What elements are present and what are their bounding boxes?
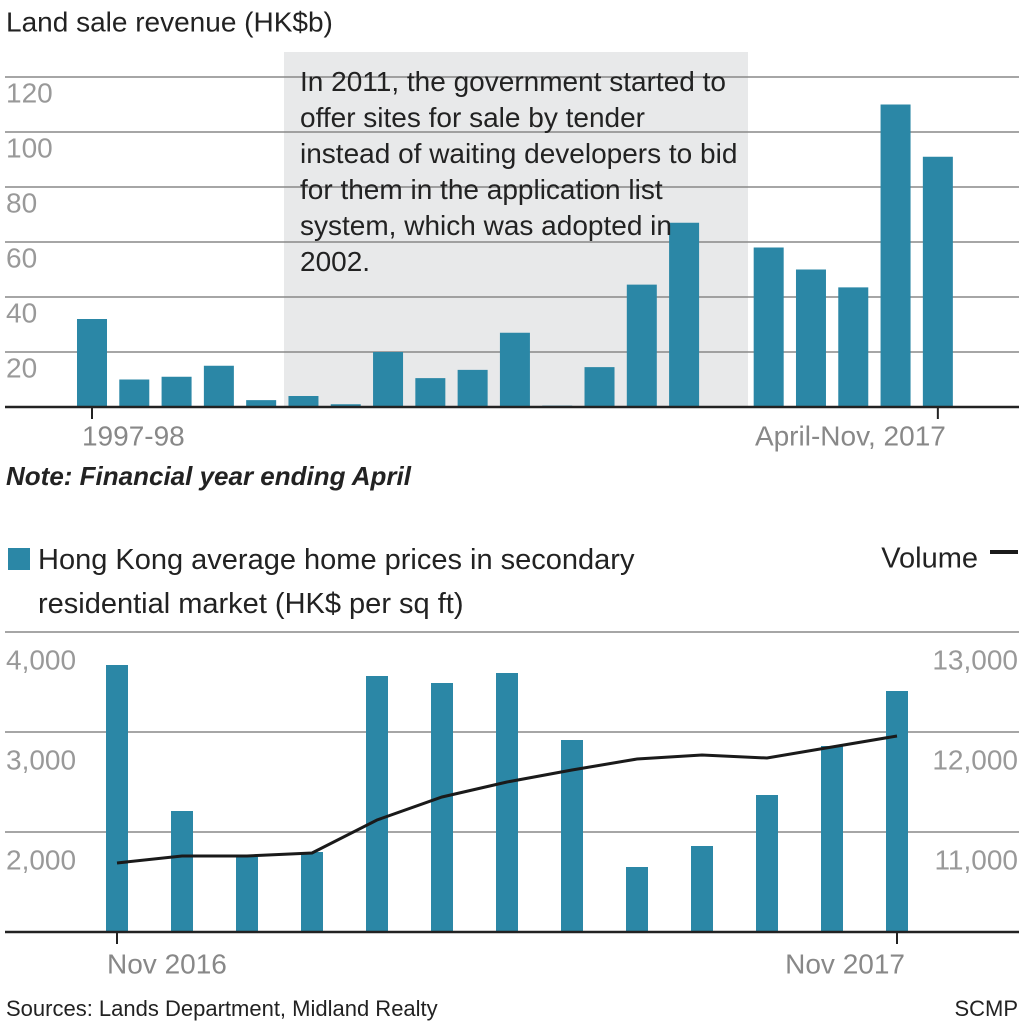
bar — [756, 795, 778, 932]
line — [116, 734, 898, 865]
bar — [496, 673, 518, 932]
bar — [499, 332, 530, 407]
bar — [922, 156, 953, 407]
bar — [691, 846, 713, 932]
bar — [373, 352, 404, 407]
bar — [288, 396, 319, 407]
y-tick-label: 60 — [6, 242, 37, 273]
credit: SCMP — [954, 996, 1018, 1021]
bar — [246, 400, 277, 407]
bar — [330, 404, 361, 407]
chart-title: Land sale revenue (HK$b) — [6, 6, 333, 37]
bar — [366, 676, 388, 932]
y-tick-label: 100 — [6, 132, 53, 163]
bar — [821, 746, 843, 932]
bar — [880, 104, 911, 407]
bar — [415, 378, 446, 407]
y2-tick-label: 11,000 — [934, 844, 1018, 875]
bar — [76, 319, 107, 407]
y-tick-label: 2,000 — [6, 844, 76, 875]
bar — [203, 365, 234, 407]
y-tick-label: 3,000 — [6, 744, 76, 775]
legend-label: Volume — [881, 543, 978, 575]
bar — [561, 740, 583, 932]
bar — [626, 284, 657, 407]
x-tick-label: 1997-98 — [82, 420, 185, 451]
bar — [584, 367, 615, 407]
bar — [106, 665, 128, 932]
y2-tick-label: 12,000 — [932, 744, 1018, 775]
bar — [431, 683, 453, 932]
sources: Sources: Lands Department, Midland Realt… — [6, 996, 438, 1021]
bar — [119, 379, 150, 407]
annotation: In 2011, the government started to offer… — [300, 66, 738, 277]
y-tick-label: 80 — [6, 187, 37, 218]
bar — [457, 369, 488, 407]
legend-swatch — [8, 548, 30, 570]
bar — [795, 269, 826, 407]
bar — [886, 691, 908, 932]
bar — [171, 811, 193, 932]
y-tick-label: 40 — [6, 297, 37, 328]
y-tick-label: 20 — [6, 352, 37, 383]
x-tick-label: Nov 2016 — [107, 948, 227, 979]
bar — [236, 857, 258, 932]
bar — [838, 287, 869, 407]
bar — [669, 222, 700, 407]
y2-tick-label: 13,000 — [932, 644, 1018, 675]
note: Note: Financial year ending April — [6, 461, 412, 491]
x-tick-label: Nov 2017 — [785, 948, 905, 979]
bar — [626, 867, 648, 932]
bar — [753, 247, 784, 407]
y-tick-label: 120 — [6, 77, 53, 108]
x-tick-label: April-Nov, 2017 — [755, 420, 946, 451]
y-tick-label: 4,000 — [6, 644, 76, 675]
bar — [161, 376, 192, 407]
legend-label: Hong Kong average home prices in seconda… — [38, 544, 635, 620]
bar — [301, 852, 323, 932]
